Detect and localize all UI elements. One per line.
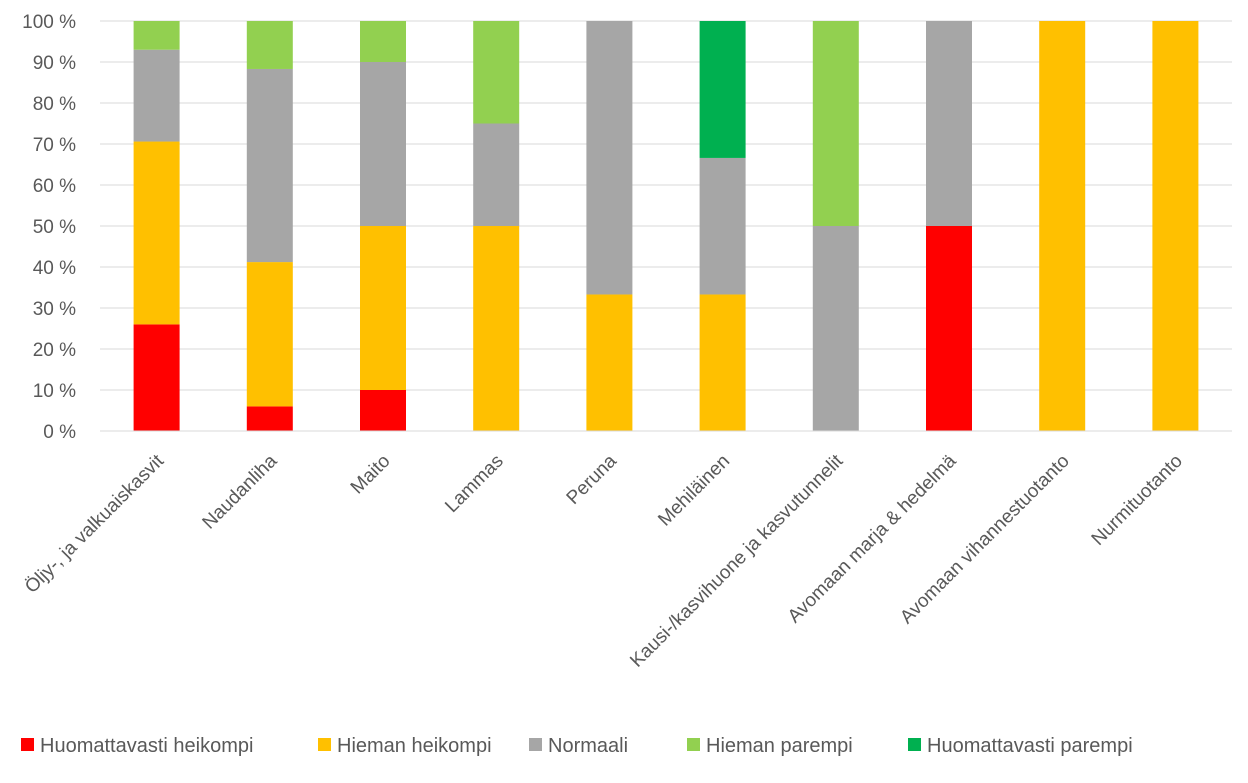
x-category-label: Öljy-, ja valkuaiskasvit	[21, 450, 169, 598]
bar-segment	[246, 68, 293, 263]
legend-swatch	[21, 738, 34, 751]
y-tick-label: 90 %	[33, 53, 76, 74]
bar-segment	[360, 21, 406, 62]
x-category-label: Kausi-/kasvihuone ja kasvutunnelit	[626, 450, 847, 671]
y-tick-label: 30 %	[33, 299, 76, 320]
bar-segment	[246, 406, 293, 431]
legend-item: Hieman heikompi	[318, 735, 492, 757]
bar-segment	[360, 226, 406, 390]
x-category-label: Naudanliha	[199, 450, 282, 533]
y-tick-label: 100 %	[22, 12, 76, 33]
x-category-label: Nurmituotanto	[1088, 451, 1187, 550]
legend-swatch	[687, 738, 700, 751]
bar-segment	[473, 21, 520, 124]
legend: Huomattavasti heikompi Hieman heikompi Nor…	[21, 735, 1133, 757]
legend-item: Huomattavasti parempi	[908, 735, 1133, 757]
bar-segment	[812, 226, 859, 431]
y-tick-label: 10 %	[33, 381, 76, 402]
x-axis: Öljy-, ja valkuaiskasvit Naudanliha Maito L…	[21, 430, 1232, 672]
bar-segment	[133, 141, 180, 325]
bar-segment	[699, 21, 746, 158]
bar-segment	[360, 62, 406, 226]
legend-label: Hieman parempi	[706, 735, 853, 757]
legend-swatch	[318, 738, 331, 751]
y-tick-label: 0 %	[43, 422, 76, 443]
bar-segment	[133, 324, 180, 431]
y-tick-label: 70 %	[33, 135, 76, 156]
legend-label: Huomattavasti heikompi	[40, 735, 253, 757]
y-tick-label: 20 %	[33, 340, 76, 361]
bar-segment	[699, 294, 746, 431]
bar-segment	[586, 21, 633, 295]
legend-swatch	[908, 738, 921, 751]
bar-segment	[473, 226, 520, 431]
x-category-label: Lammas	[441, 451, 507, 517]
bar-segment	[133, 49, 180, 142]
bar-segment	[1039, 21, 1086, 431]
legend-swatch	[529, 738, 542, 751]
y-tick-label: 80 %	[33, 94, 76, 115]
x-category-label: Mehiläinen	[654, 451, 734, 531]
bars	[133, 21, 1199, 431]
legend-item: Huomattavasti heikompi	[21, 735, 253, 757]
bar-segment	[586, 294, 633, 431]
bar-segment	[360, 390, 406, 431]
legend-label: Normaali	[548, 735, 628, 757]
y-tick-label: 60 %	[33, 176, 76, 197]
x-category-label: Peruna	[563, 450, 621, 508]
legend-item: Normaali	[529, 735, 628, 757]
bar-segment	[699, 157, 746, 295]
bar-segment	[133, 21, 180, 50]
y-tick-label: 40 %	[33, 258, 76, 279]
y-tick-label: 50 %	[33, 217, 76, 238]
x-category-label: Maito	[347, 451, 395, 499]
bar-segment	[246, 262, 293, 407]
bar-segment	[473, 123, 520, 226]
legend-item: Hieman parempi	[687, 735, 853, 757]
bar-segment	[926, 226, 972, 431]
bar-segment	[1152, 21, 1199, 431]
bar-segment	[812, 21, 859, 226]
bar-segment	[926, 21, 972, 226]
y-axis: 0 % 10 % 20 % 30 % 40 % 50 % 60 % 70 % 80 % 90 % 1…	[22, 12, 76, 443]
bar-segment	[246, 21, 293, 69]
legend-label: Hieman heikompi	[337, 735, 492, 757]
legend-label: Huomattavasti parempi	[927, 735, 1133, 757]
